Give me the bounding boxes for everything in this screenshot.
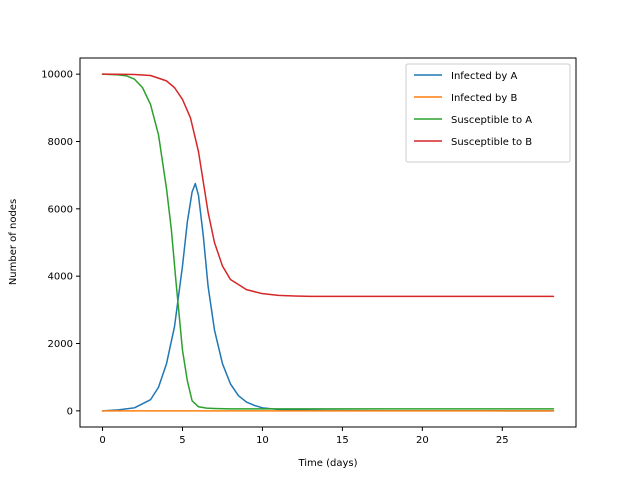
legend-label-3: Susceptible to B [451,137,532,148]
x-tick-label-4: 20 [416,435,429,446]
y-tick-label-5: 10000 [41,70,73,81]
series-layer [101,73,555,412]
x-tick-label-3: 15 [336,435,349,446]
legend-label-2: Susceptible to A [451,115,532,126]
y-tick-label-0: 0 [67,406,73,417]
legend-box [405,63,571,163]
y-axis-label: Number of nodes [8,199,19,285]
legend-label-1: Infected by B [451,93,518,104]
x-tick-label-1: 5 [179,435,185,446]
series-line-2 [101,73,555,410]
y-tick-label-3: 6000 [48,204,73,215]
y-tick-label-4: 8000 [48,137,73,148]
legend-label-0: Infected by A [451,71,518,82]
legend: Infected by A Infected by B Susceptible to… [405,63,571,163]
y-tick-label-2: 4000 [48,272,73,283]
x-tick-label-2: 10 [256,435,269,446]
plot-frame [79,57,577,428]
x-tick-label-0: 0 [99,435,105,446]
series-line-3 [101,73,555,298]
x-tick-label-5: 25 [496,435,509,446]
y-tick-label-1: 2000 [48,339,73,350]
ticks-layer: 0 5 10 15 20 25 0 2000 4000 6000 8000 10000 [41,70,508,446]
x-axis-label: Time (days) [297,458,357,469]
